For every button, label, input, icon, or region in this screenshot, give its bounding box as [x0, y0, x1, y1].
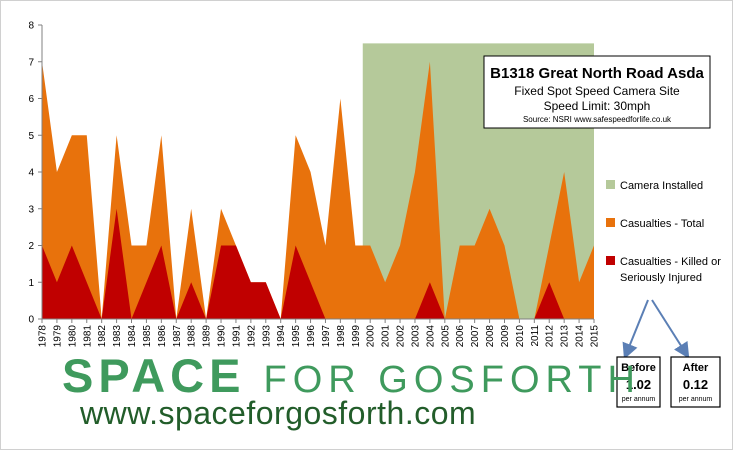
y-axis: 0 1 2 3 4 5 6 7 8 [28, 21, 43, 326]
legend-swatch-ksi [606, 256, 615, 265]
chart-subtitle-line-2: Speed Limit: 30mph [544, 99, 651, 113]
x-tick-label: 1997 [321, 325, 332, 348]
y-tick-label: 1 [28, 278, 34, 289]
x-tick-label: 2009 [500, 325, 511, 348]
stat-after-box [670, 356, 721, 408]
info-box-frame [483, 55, 711, 129]
stat-after-label: After [683, 362, 709, 374]
y-tick-label: 0 [28, 315, 34, 326]
x-tick-label: 2001 [381, 325, 392, 348]
stat-before-box [616, 356, 661, 408]
x-tick-label: 2006 [455, 325, 466, 348]
stat-after-unit: per annum [679, 396, 713, 403]
stat-before-label: Before [621, 362, 656, 374]
x-tick-label: 1978 [38, 325, 49, 348]
legend: Camera Installed Casualties - Total Casu… [606, 180, 721, 284]
chart-title: B1318 Great North Road Asda [490, 65, 704, 82]
x-tick-label: 2008 [485, 325, 496, 348]
brand-title: SPACE FOR GOSFORTH [62, 352, 641, 399]
x-tick-label: 1996 [306, 325, 317, 348]
x-tick-label: 1983 [112, 325, 123, 348]
stat-after-value: 0.12 [683, 377, 708, 392]
x-tick-label: 2013 [560, 325, 571, 348]
y-tick-label: 3 [28, 204, 34, 215]
x-tick-label: 2004 [425, 325, 436, 348]
stat-after: After 0.12 per annum [670, 356, 721, 408]
x-tick-label: 1982 [97, 325, 108, 348]
legend-label-ksi-line-2: Seriously Injured [620, 272, 702, 284]
x-tick-label: 1994 [276, 325, 287, 348]
x-tick-label: 2007 [470, 325, 481, 348]
x-tick-label: 2015 [590, 325, 601, 348]
x-tick-label: 2000 [366, 325, 377, 348]
casualties-total-area [42, 61, 594, 319]
x-tick-label: 1984 [127, 325, 138, 348]
x-tick-label: 2005 [440, 325, 451, 348]
x-tick-label: 1990 [217, 325, 228, 348]
x-tick-label: 2002 [396, 325, 407, 348]
x-tick-label: 1998 [336, 325, 347, 348]
x-tick-label: 2003 [410, 325, 421, 348]
x-tick-label: 1985 [142, 325, 153, 348]
x-tick-label: 1986 [157, 325, 168, 348]
x-tick-label: 2014 [575, 325, 586, 348]
legend-swatch-total [606, 218, 615, 227]
x-tick-label: 2011 [530, 325, 541, 347]
legend-label-total: Casualties - Total [620, 218, 704, 230]
x-tick-label: 1992 [246, 325, 257, 348]
brand-url: www.spaceforgosforth.com [80, 395, 477, 431]
x-tick-label: 1991 [231, 325, 242, 348]
y-tick-label: 2 [28, 241, 34, 252]
x-tick-label: 2010 [515, 325, 526, 348]
brand-title-bold: SPACE [62, 349, 246, 402]
legend-label-camera: Camera Installed [620, 180, 703, 192]
legend-label-ksi-line-1: Casualties - Killed or [620, 256, 721, 268]
brand-title-light: FOR GOSFORTH [263, 359, 641, 401]
x-axis: 1978 1979 1980 1981 1982 1983 1984 1985 1986 1987… [38, 318, 601, 348]
chart-subtitle-line-1: Fixed Spot Speed Camera Site [514, 84, 680, 98]
info-box: B1318 Great North Road Asda Fixed Spot S… [483, 55, 711, 129]
y-tick-label: 5 [28, 131, 34, 142]
arrow-before [622, 299, 649, 360]
x-tick-label: 1980 [67, 325, 78, 348]
stat-before-unit: per annum [622, 396, 656, 403]
x-tick-label: 1989 [202, 325, 213, 348]
x-tick-label: 1981 [82, 325, 93, 348]
x-tick-label: 1999 [351, 325, 362, 348]
y-tick-label: 4 [28, 168, 34, 179]
x-tick-label: 1988 [187, 325, 198, 348]
stat-before: Before 1.02 per annum [616, 356, 661, 408]
legend-swatch-camera [606, 180, 615, 189]
x-tick-label: 2012 [545, 325, 556, 348]
y-tick-label: 6 [28, 94, 34, 105]
x-tick-label: 1987 [172, 325, 183, 348]
x-tick-label: 1995 [291, 325, 302, 348]
x-tick-label: 1979 [52, 325, 63, 348]
stat-before-value: 1.02 [626, 377, 651, 392]
y-tick-label: 8 [28, 21, 34, 32]
casualties-ksi-area [42, 208, 594, 319]
y-tick-label: 7 [28, 57, 34, 68]
arrow-after [651, 299, 690, 359]
x-tick-label: 1993 [261, 325, 272, 348]
chart-source: Source: NSRI www.safespeedforlife.co.uk [523, 115, 672, 124]
